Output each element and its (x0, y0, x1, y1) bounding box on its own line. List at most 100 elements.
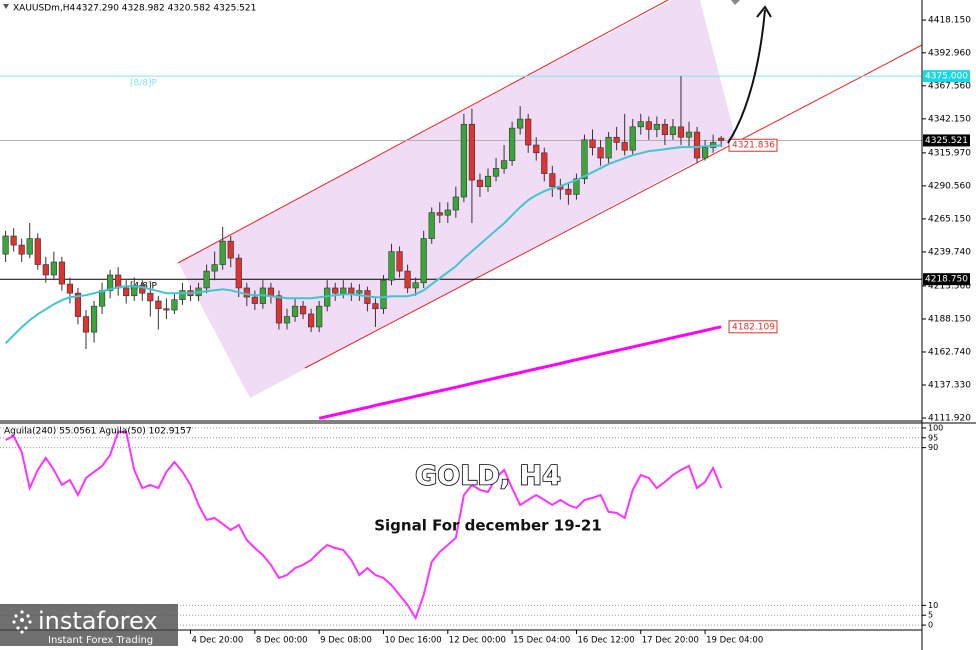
candle-body (500, 160, 508, 169)
candle-body (82, 316, 90, 333)
candle-body (677, 126, 685, 138)
indicator-title: Aguila(240) 55.0561 Aguila(50) 102.9157 (4, 427, 192, 437)
candle-body (436, 212, 443, 216)
candle-body (243, 287, 250, 298)
candle-body (227, 240, 234, 259)
candle-body (211, 264, 218, 272)
candle-body (509, 127, 516, 161)
candle-body (420, 238, 427, 284)
candle-body (179, 290, 186, 300)
candle-body (299, 305, 307, 315)
candle-body (653, 123, 660, 130)
candle-body (356, 290, 363, 294)
candle-body (597, 147, 604, 159)
level-label: 4375.000 (925, 72, 968, 82)
arrow-head (756, 5, 772, 18)
candle-body (50, 261, 57, 276)
candle-body (388, 251, 395, 281)
channel-lower (304, 44, 922, 369)
candle-body (171, 299, 178, 311)
scroll-marker (731, 0, 740, 5)
candle-body (372, 303, 379, 310)
y-tick-label: 4265.150 (928, 214, 971, 224)
candle-body (332, 287, 339, 294)
candle-body (10, 235, 17, 246)
y-tick-label: 4418.150 (928, 16, 971, 26)
candle-body (316, 305, 323, 328)
ma-label: 4182.109 (732, 322, 775, 332)
candle-body (718, 137, 725, 141)
candle-body (203, 270, 210, 289)
candle-body (26, 238, 33, 255)
candle-body (275, 295, 283, 324)
x-tick-label: 9 Dec 08:00 (320, 636, 372, 646)
symbol-icon (3, 4, 9, 9)
y-tick-label: 4315.970 (928, 148, 971, 158)
candle-body (404, 270, 411, 289)
y-tick-label: 4111.920 (928, 414, 971, 424)
level-label-box (923, 134, 970, 147)
y-tick-label: 4162.740 (928, 347, 971, 357)
candle-body (701, 147, 709, 159)
y-tick-label: 4239.740 (928, 247, 971, 257)
y-tick-label: 100 (928, 423, 943, 432)
ma-label-box (728, 320, 778, 334)
candle-body (340, 287, 347, 294)
candle-body (549, 173, 556, 187)
oscillator-line (5, 430, 723, 621)
candle-body (476, 179, 484, 187)
candle-body (283, 316, 291, 324)
ohlc-label: 4327.290 4328.982 4320.582 4325.521 (76, 4, 256, 14)
candle-body (58, 261, 65, 285)
candle-body (637, 121, 644, 128)
candle-body (66, 283, 74, 294)
candle-body (291, 305, 299, 317)
candle-body (18, 244, 25, 255)
candle-body (155, 300, 162, 310)
ma-line (318, 325, 722, 420)
candle-body (428, 212, 435, 239)
candle-body (613, 136, 620, 143)
y-tick-label: 0 (928, 621, 933, 630)
x-tick-label: 10 Dec 16:00 (384, 636, 441, 646)
candle-body (42, 264, 49, 276)
level-label-box (923, 273, 970, 286)
y-tick-label: 90 (928, 443, 938, 452)
y-tick-label: 10 (928, 601, 938, 610)
candle-body (661, 123, 668, 135)
candle-body (412, 282, 419, 289)
candle-body (533, 144, 540, 154)
candle-body (396, 251, 403, 272)
x-tick-label: 16 Dec 12:00 (577, 636, 634, 646)
candle-body (460, 123, 467, 198)
ma-line (4, 144, 722, 345)
candle-body (380, 279, 387, 310)
watermark-tagline: Instant Forex Trading (48, 635, 153, 646)
subheadline: Signal For december 19-21 (374, 517, 602, 535)
candle-body (251, 296, 258, 304)
candle-body (452, 196, 459, 211)
candle-body (517, 118, 524, 129)
x-tick-label: 17 Dec 20:00 (642, 636, 699, 646)
y-tick-label: 4342.150 (928, 114, 971, 124)
headline: GOLD, H4 (415, 461, 561, 492)
candle-body (468, 123, 476, 181)
candle-body (629, 126, 636, 151)
candle-body (669, 126, 677, 135)
y-tick-label: 4392.960 (928, 48, 971, 58)
level-label-box (923, 70, 970, 83)
candle-body (107, 274, 114, 291)
candle-body (565, 188, 572, 195)
x-tick-label: 15 Dec 04:00 (513, 636, 570, 646)
y-tick-label: 4290.560 (928, 181, 971, 191)
candle-body (2, 235, 9, 255)
candle-body (492, 168, 500, 177)
y-tick-label: 5 (928, 611, 933, 620)
candle-body (235, 257, 242, 289)
candle-body (123, 287, 130, 297)
level-label: 4218.750 (925, 275, 968, 285)
